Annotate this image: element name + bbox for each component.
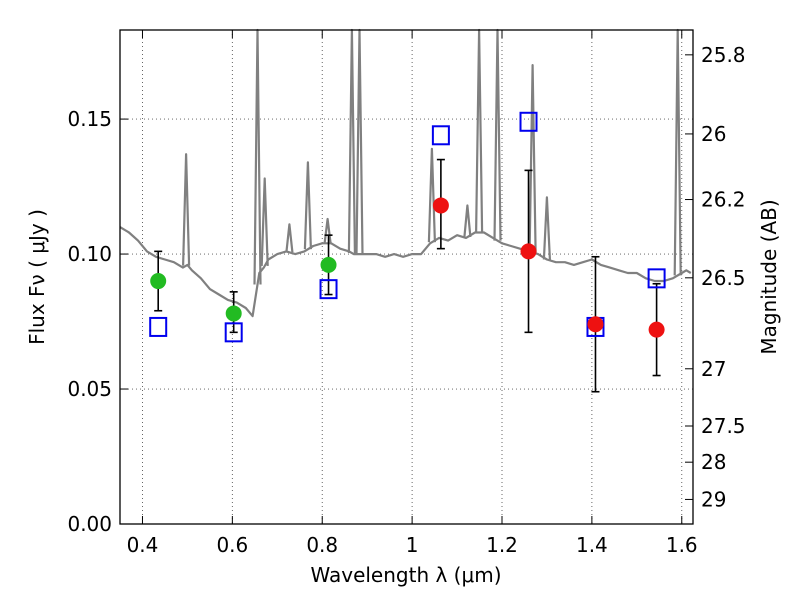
magnitude-tick-label: 27	[701, 357, 726, 381]
x-tick-label: 0.4	[127, 533, 159, 557]
x-tick-label: 0.6	[216, 533, 248, 557]
y-tick-label: 0.00	[67, 512, 112, 536]
x-tick-label: 0.8	[306, 533, 338, 557]
plot-frame	[119, 29, 694, 525]
x-tick-label: 1.6	[666, 533, 698, 557]
plot-background	[120, 30, 693, 524]
spectrum-emission-line	[427, 147, 436, 243]
x-tick-label: 1.4	[576, 533, 608, 557]
y-tick-label: 0.10	[67, 242, 112, 266]
magnitude-tick-label: 28	[701, 450, 726, 474]
spectrum-emission-line	[285, 223, 294, 253]
model-point	[149, 316, 168, 337]
x-tick-label: 1	[406, 533, 419, 557]
magnitude-tick-label: 26.5	[701, 266, 746, 290]
spectrum-emission-line	[303, 161, 312, 250]
infrared-data-point	[520, 243, 537, 260]
axis-ticks: 0.4 0.6 0.8 1 1.2 1.4 1.6 0.00 0.05 0.10 0.15 25.8 2…	[67, 30, 746, 557]
infrared-data-point	[432, 197, 449, 214]
spectrum-emission-line	[182, 153, 191, 266]
infrared-data-point	[587, 316, 604, 333]
infrared-data-point	[648, 321, 665, 338]
optical-data-point	[150, 273, 167, 290]
spectrum-emission-line	[260, 177, 269, 266]
magnitude-tick-label: 29	[701, 487, 726, 511]
magnitude-tick-label: 26.2	[701, 188, 746, 212]
magnitude-tick-label: 26	[701, 122, 726, 146]
y-axis-label-left: Flux Fν ( μJy )	[25, 209, 49, 345]
model-point	[519, 111, 538, 132]
spectrum-line	[119, 226, 692, 318]
y-tick-label: 0.05	[67, 377, 112, 401]
optical-data-point	[320, 256, 337, 273]
model-point	[224, 322, 243, 343]
optical-data-point	[225, 305, 242, 322]
y-tick-label: 0.15	[67, 107, 112, 131]
spectrum-emission-line	[463, 204, 472, 238]
magnitude-tick-label: 27.5	[701, 414, 746, 438]
model-point	[431, 125, 450, 146]
observed-points-layer	[150, 197, 665, 338]
x-axis-label: Wavelength λ (μm)	[310, 563, 501, 587]
magnitude-tick-label: 25.8	[701, 43, 746, 67]
y-axis-label-right: Magnitude (AB)	[757, 199, 781, 354]
model-point	[647, 268, 666, 289]
spectrum-emission-line	[528, 63, 537, 253]
model-point	[319, 279, 338, 300]
spectrum-emission-line	[542, 196, 551, 260]
x-tick-label: 1.2	[486, 533, 518, 557]
